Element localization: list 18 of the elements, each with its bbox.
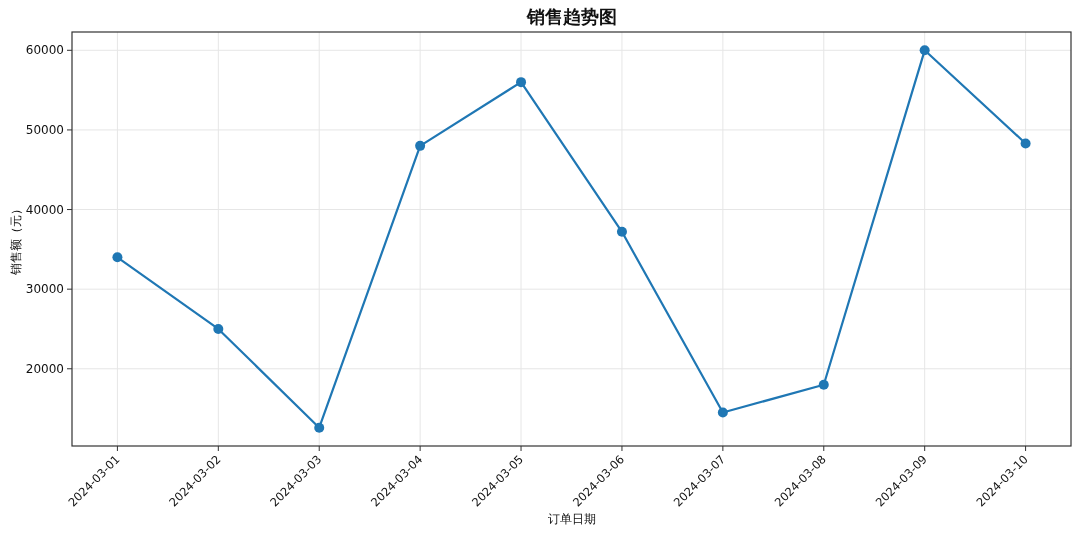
point bbox=[616, 226, 627, 237]
point bbox=[112, 252, 123, 263]
point bbox=[919, 45, 930, 56]
y-tick-label: 20000 bbox=[25, 361, 64, 376]
point bbox=[213, 323, 224, 334]
point bbox=[1020, 138, 1031, 149]
y-tick-label: 40000 bbox=[25, 202, 64, 217]
point bbox=[818, 379, 829, 390]
point bbox=[415, 140, 426, 151]
x-axis-title: 订单日期 bbox=[547, 512, 596, 526]
chart-title: 销售趋势图 bbox=[525, 6, 617, 27]
y-tick-label: 50000 bbox=[25, 122, 64, 137]
y-tick-label: 30000 bbox=[25, 282, 64, 297]
y-axis-title: 销售额（元） bbox=[9, 203, 23, 276]
y-tick-label: 60000 bbox=[25, 43, 64, 58]
point bbox=[314, 422, 325, 433]
point bbox=[516, 77, 527, 88]
point bbox=[717, 407, 728, 418]
